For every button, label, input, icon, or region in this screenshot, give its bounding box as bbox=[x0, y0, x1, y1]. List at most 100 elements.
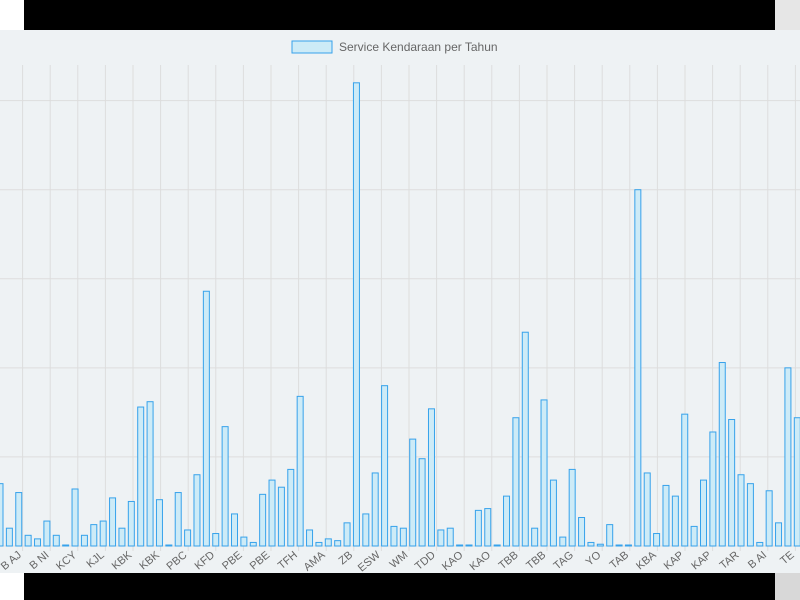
chart-bar[interactable] bbox=[549, 479, 557, 547]
chart-bar[interactable] bbox=[99, 520, 107, 547]
x-tick-label: KBA bbox=[634, 549, 659, 573]
chart-bar[interactable] bbox=[127, 500, 135, 547]
x-tick-label: TBB bbox=[524, 549, 548, 572]
chart-bar[interactable] bbox=[540, 399, 548, 547]
chart-bar[interactable] bbox=[381, 385, 389, 547]
chart-bar[interactable] bbox=[596, 543, 604, 547]
chart-bar[interactable] bbox=[249, 541, 257, 547]
chart-bar[interactable] bbox=[765, 490, 773, 547]
chart-bar[interactable] bbox=[277, 486, 285, 547]
chart-bar[interactable] bbox=[418, 458, 426, 547]
chart-bar[interactable] bbox=[690, 525, 698, 547]
chart-bar[interactable] bbox=[174, 492, 182, 547]
chart-bar[interactable] bbox=[90, 524, 98, 547]
chart-bar[interactable] bbox=[399, 527, 407, 547]
chart-bar[interactable] bbox=[643, 472, 651, 547]
chart-bar[interactable] bbox=[521, 331, 529, 547]
chart-bar[interactable] bbox=[653, 533, 661, 547]
x-tick-label: TBB bbox=[497, 549, 521, 572]
chart-bar[interactable] bbox=[137, 406, 145, 547]
chart-bar[interactable] bbox=[568, 468, 576, 547]
chart-bar[interactable] bbox=[709, 431, 717, 547]
chart-bar[interactable] bbox=[184, 529, 192, 547]
chart-bar[interactable] bbox=[756, 541, 764, 547]
chart-bar[interactable] bbox=[728, 419, 736, 547]
chart-bar[interactable] bbox=[118, 527, 126, 547]
x-tick-label: AMA bbox=[302, 549, 328, 573]
chart-bar[interactable] bbox=[334, 540, 342, 547]
chart-bar[interactable] bbox=[624, 544, 632, 547]
chart-bar[interactable] bbox=[784, 367, 792, 547]
chart-bar[interactable] bbox=[578, 517, 586, 547]
chart-bar[interactable] bbox=[62, 544, 70, 547]
chart-bar[interactable] bbox=[718, 362, 726, 547]
chart-bar[interactable] bbox=[493, 544, 501, 547]
x-tick-label: PBE bbox=[220, 549, 245, 572]
chart-bar[interactable] bbox=[737, 474, 745, 547]
chart-bar[interactable] bbox=[362, 513, 370, 547]
chart-bar[interactable] bbox=[615, 544, 623, 547]
chart-bar[interactable] bbox=[109, 497, 117, 547]
chart-bar[interactable] bbox=[671, 495, 679, 547]
x-tick-label: B AI bbox=[746, 549, 769, 571]
chart-bar[interactable] bbox=[465, 544, 473, 547]
chart-bar[interactable] bbox=[155, 499, 163, 547]
chart-bar[interactable] bbox=[259, 493, 267, 547]
chart-bar[interactable] bbox=[390, 525, 398, 547]
chart-legend[interactable]: Service Kendaraan per Tahun bbox=[291, 40, 498, 54]
chart-bar[interactable] bbox=[503, 495, 511, 547]
chart-bar[interactable] bbox=[268, 479, 276, 547]
chart-bar[interactable] bbox=[484, 508, 492, 547]
chart-bar[interactable] bbox=[531, 527, 539, 547]
chart-bar[interactable] bbox=[231, 513, 238, 547]
chart-bar[interactable] bbox=[559, 536, 567, 547]
chart-bar[interactable] bbox=[5, 527, 13, 547]
chart-bar[interactable] bbox=[775, 522, 783, 547]
chart-bar[interactable] bbox=[221, 426, 229, 547]
x-tick-label: KJL bbox=[84, 549, 106, 570]
chart-bar[interactable] bbox=[606, 524, 614, 547]
bars bbox=[0, 82, 800, 547]
chart-bar[interactable] bbox=[371, 472, 379, 547]
chart-bar[interactable] bbox=[193, 474, 201, 547]
black-bar-bottom bbox=[24, 573, 775, 600]
chart-bar[interactable] bbox=[662, 484, 670, 547]
chart-bar[interactable] bbox=[287, 468, 295, 547]
chart-bar[interactable] bbox=[681, 413, 689, 547]
chart-bar[interactable] bbox=[315, 541, 323, 547]
chart-bar[interactable] bbox=[240, 536, 248, 547]
chart-bar[interactable] bbox=[165, 544, 173, 547]
chart-bar[interactable] bbox=[352, 82, 360, 547]
chart-bar[interactable] bbox=[43, 520, 51, 547]
chart-bar[interactable] bbox=[587, 541, 595, 547]
chart-bar[interactable] bbox=[34, 538, 42, 547]
chart-bar[interactable] bbox=[634, 189, 642, 547]
x-tick-label: YO bbox=[584, 549, 604, 569]
chart-bar[interactable] bbox=[700, 479, 707, 547]
chart-bar[interactable] bbox=[456, 544, 464, 547]
chart-bar[interactable] bbox=[80, 534, 88, 547]
chart-bar[interactable] bbox=[793, 417, 800, 547]
chart-bar[interactable] bbox=[296, 395, 304, 547]
chart-bar[interactable] bbox=[474, 509, 482, 547]
chart-bar[interactable] bbox=[512, 417, 520, 547]
chart-bar[interactable] bbox=[212, 533, 220, 547]
chart-bar[interactable] bbox=[71, 488, 79, 547]
chart-bar[interactable] bbox=[746, 483, 754, 547]
x-tick-label: TAR bbox=[718, 549, 742, 572]
chart-bar[interactable] bbox=[0, 483, 4, 547]
legend-label: Service Kendaraan per Tahun bbox=[339, 40, 498, 54]
chart-bar[interactable] bbox=[52, 534, 60, 547]
chart-bar[interactable] bbox=[202, 290, 210, 547]
chart-bar[interactable] bbox=[306, 529, 314, 547]
chart-bar[interactable] bbox=[324, 538, 332, 547]
x-tick-label: ESW bbox=[356, 549, 383, 573]
chart-bar[interactable] bbox=[146, 401, 154, 547]
chart-bar[interactable] bbox=[24, 534, 32, 547]
chart-bar[interactable] bbox=[427, 408, 435, 547]
chart-bar[interactable] bbox=[409, 438, 417, 547]
chart-bar[interactable] bbox=[437, 529, 445, 547]
chart-bar[interactable] bbox=[15, 492, 23, 547]
chart-bar[interactable] bbox=[446, 527, 454, 547]
chart-bar[interactable] bbox=[343, 522, 351, 547]
